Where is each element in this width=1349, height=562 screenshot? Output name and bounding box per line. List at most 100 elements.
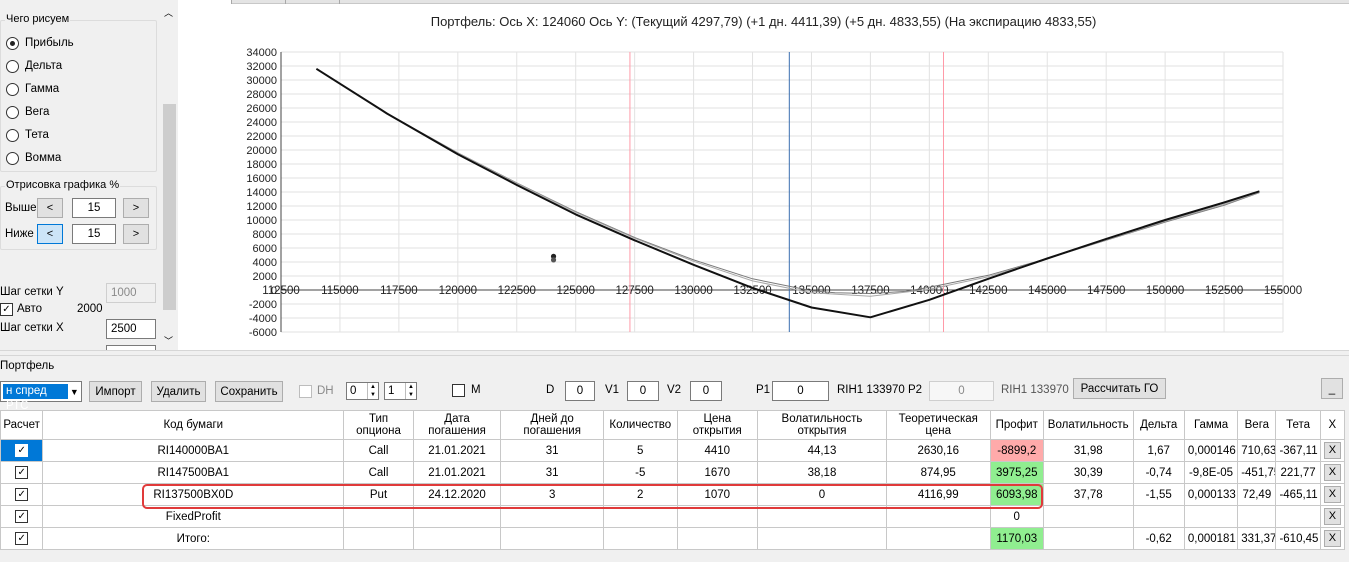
scroll-down-icon[interactable]: ﹀ bbox=[164, 336, 174, 346]
below-percent-field[interactable]: 15 bbox=[72, 224, 116, 244]
tab[interactable] bbox=[232, 0, 286, 4]
calc-cell[interactable]: ✓ bbox=[0, 439, 44, 462]
table-row[interactable]: ✓ Итого: 1170,03 -0,62 0,000181 331,37 -610,45… bbox=[0, 527, 1346, 550]
radio-circle[interactable] bbox=[6, 151, 19, 165]
column-header-theta[interactable]: Тета bbox=[1275, 410, 1321, 440]
remove-row-button[interactable]: X bbox=[1323, 508, 1341, 525]
cell-open_vol[interactable] bbox=[757, 505, 887, 528]
remove-row-button[interactable]: X bbox=[1323, 442, 1341, 459]
below-decrease-button[interactable]: < bbox=[37, 224, 63, 244]
cell-profit[interactable]: 0 bbox=[989, 505, 1044, 528]
cell-code[interactable]: RI137500BX0D bbox=[42, 483, 345, 506]
import-button[interactable]: Импорт bbox=[89, 381, 142, 402]
calc-checkbox[interactable]: ✓ bbox=[15, 532, 29, 545]
cell-open_vol[interactable] bbox=[757, 527, 887, 550]
calc-cell[interactable]: ✓ bbox=[0, 505, 44, 528]
cell-open_price[interactable]: 4410 bbox=[676, 439, 759, 462]
radio-profit[interactable]: Прибыль bbox=[6, 35, 74, 51]
table-row[interactable]: ✓ RI140000BA1 Call 21.01.2021 31 5 4410 44,13 26… bbox=[0, 439, 1346, 462]
cell-vega[interactable]: -451,75 bbox=[1237, 461, 1277, 484]
cell-theta[interactable] bbox=[1275, 505, 1321, 528]
column-header-open_vol[interactable]: Волатильность открытия bbox=[757, 410, 887, 440]
remove-cell[interactable]: X bbox=[1319, 439, 1346, 462]
table-row[interactable]: ✓ RI137500BX0D Put 24.12.2020 3 2 1070 0 4116,99… bbox=[0, 483, 1346, 506]
cell-days[interactable] bbox=[500, 527, 605, 550]
tab-active[interactable] bbox=[176, 0, 232, 4]
cell-vega[interactable] bbox=[1237, 505, 1277, 528]
cell-qty[interactable]: -5 bbox=[603, 461, 678, 484]
remove-cell[interactable]: X bbox=[1319, 483, 1346, 506]
cell-vol[interactable] bbox=[1042, 527, 1134, 550]
profit-chart[interactable]: -6000 -4000 -2000 0 2000 4000 6000 8000 10000 120… bbox=[178, 4, 1349, 350]
cell-theor[interactable] bbox=[885, 527, 991, 550]
chart-area[interactable]: Портфель: Ось X: 124060 Ось Y: (Текущий … bbox=[178, 4, 1349, 350]
radio-circle[interactable] bbox=[6, 82, 19, 96]
calc-checkbox[interactable]: ✓ bbox=[15, 488, 29, 501]
cell-theta[interactable]: -610,45 bbox=[1275, 527, 1321, 550]
radio-theta[interactable]: Тета bbox=[6, 127, 49, 143]
calc-cell[interactable]: ✓ bbox=[0, 527, 44, 550]
cell-open_vol[interactable]: 44,13 bbox=[757, 439, 887, 462]
p2-field[interactable]: 0 bbox=[929, 381, 994, 401]
d-field[interactable]: 0 bbox=[565, 381, 595, 401]
scroll-up-icon[interactable]: ︿ bbox=[164, 8, 174, 18]
cell-profit[interactable]: 6093,98 bbox=[989, 483, 1044, 506]
cell-code[interactable]: FixedProfit bbox=[42, 505, 345, 528]
cell-exp[interactable]: 21.01.2021 bbox=[412, 439, 502, 462]
radio-delta[interactable]: Дельта bbox=[6, 58, 62, 74]
calc-cell[interactable]: ✓ bbox=[0, 483, 44, 506]
radio-circle[interactable] bbox=[6, 128, 19, 142]
cell-open_vol[interactable]: 38,18 bbox=[757, 461, 887, 484]
cell-type[interactable]: Call bbox=[343, 461, 414, 484]
radio-vega[interactable]: Вега bbox=[6, 104, 49, 120]
splitter[interactable] bbox=[0, 350, 1349, 356]
calc-checkbox[interactable]: ✓ bbox=[15, 510, 29, 523]
column-header-exp[interactable]: Дата погашения bbox=[412, 410, 502, 440]
dh-checkbox[interactable] bbox=[299, 385, 312, 398]
cell-exp[interactable] bbox=[412, 527, 502, 550]
cell-theta[interactable]: -367,11 bbox=[1275, 439, 1321, 462]
cell-days[interactable]: 3 bbox=[500, 483, 605, 506]
cell-vol[interactable]: 37,78 bbox=[1042, 483, 1134, 506]
above-decrease-button[interactable]: < bbox=[37, 198, 63, 218]
cell-delta[interactable]: 1,67 bbox=[1132, 439, 1185, 462]
column-header-days[interactable]: Дней до погашения bbox=[500, 410, 605, 440]
column-header-open_price[interactable]: Цена открытия bbox=[676, 410, 759, 440]
cell-theor[interactable]: 2630,16 bbox=[885, 439, 991, 462]
portfolio-select[interactable]: н спред РТС ▼ bbox=[0, 381, 82, 412]
spin-arrows-icon[interactable]: ▲ ▼ bbox=[405, 383, 416, 399]
cell-vol[interactable]: 31,98 bbox=[1042, 439, 1134, 462]
radio-circle[interactable] bbox=[6, 59, 19, 73]
cell-theor[interactable] bbox=[885, 505, 991, 528]
calc-cell[interactable]: ✓ bbox=[0, 461, 44, 484]
cell-qty[interactable] bbox=[603, 527, 678, 550]
tab[interactable] bbox=[286, 0, 340, 4]
cell-code[interactable]: RI147500BA1 bbox=[42, 461, 345, 484]
radio-circle[interactable] bbox=[6, 36, 19, 50]
cell-gamma[interactable]: 0,000146 bbox=[1183, 439, 1239, 462]
remove-row-button[interactable]: X bbox=[1323, 486, 1341, 503]
cell-delta[interactable]: -0,74 bbox=[1132, 461, 1185, 484]
chevron-down-icon[interactable]: ▼ bbox=[69, 386, 79, 397]
cell-gamma[interactable]: -9,8E-05 bbox=[1183, 461, 1239, 484]
spin-field-2[interactable]: 1 ▲ ▼ bbox=[384, 382, 417, 400]
calculate-go-button[interactable]: Рассчитать ГО bbox=[1073, 378, 1166, 399]
cell-exp[interactable] bbox=[412, 505, 502, 528]
column-header-theor[interactable]: Теоретическая цена bbox=[885, 410, 991, 440]
above-increase-button[interactable]: > bbox=[123, 198, 149, 218]
above-percent-field[interactable]: 15 bbox=[72, 198, 116, 218]
cell-vol[interactable] bbox=[1042, 505, 1134, 528]
cell-gamma[interactable]: 0,000133 bbox=[1183, 483, 1239, 506]
column-header-gamma[interactable]: Гамма bbox=[1183, 410, 1239, 440]
cell-delta[interactable] bbox=[1132, 505, 1185, 528]
cell-code[interactable]: RI140000BA1 bbox=[42, 439, 345, 462]
cell-qty[interactable]: 2 bbox=[603, 483, 678, 506]
save-button[interactable]: Сохранить bbox=[215, 381, 283, 402]
column-header-vol[interactable]: Волатильность bbox=[1042, 410, 1134, 440]
cell-vol[interactable]: 30,39 bbox=[1042, 461, 1134, 484]
auto-checkbox[interactable]: ✓ bbox=[0, 303, 13, 316]
cell-vega[interactable]: 72,49 bbox=[1237, 483, 1277, 506]
column-header-profit[interactable]: Профит bbox=[989, 410, 1044, 440]
portfolio-grid[interactable]: Расчет Код бумаги Тип опциона Дата погашени… bbox=[0, 410, 1346, 550]
cell-type[interactable] bbox=[343, 527, 414, 550]
